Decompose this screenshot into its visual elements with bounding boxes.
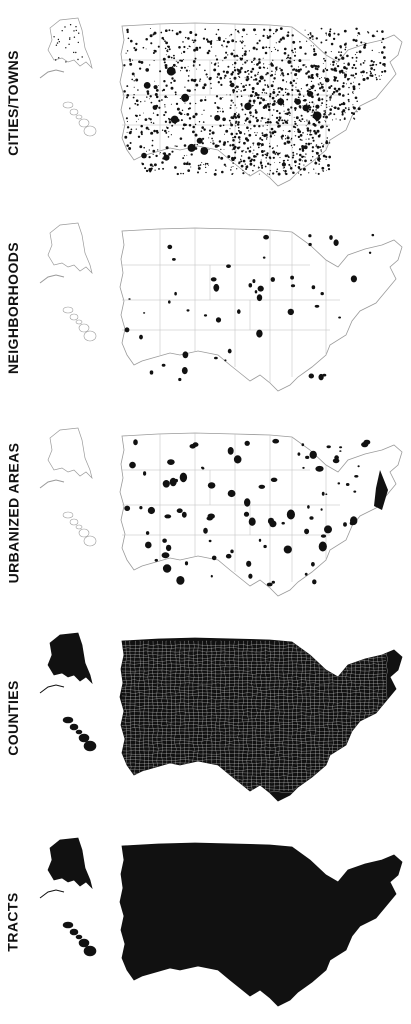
panel-urbanized: URBANIZED AREAS (0, 410, 411, 615)
label-text: COUNTIES (5, 679, 22, 756)
panel-label-neighborhoods: NEIGHBORHOODS (0, 205, 26, 410)
panel-label-cities: CITIES/TOWNS (0, 0, 26, 205)
us-map (39, 17, 403, 187)
label-text: NEIGHBORHOODS (5, 241, 21, 374)
label-text: TRACTS (5, 892, 21, 952)
panel-counties: COUNTIES (0, 615, 411, 820)
map-cities (39, 17, 403, 187)
label-text: CITIES/TOWNS (5, 49, 22, 156)
neighborhood-blobs (124, 233, 375, 382)
label-text: URBANIZED AREAS (5, 442, 22, 583)
panel-cities: CITIES/TOWNS (0, 0, 411, 205)
urbanized-blobs (124, 438, 388, 587)
map-urbanized (39, 427, 403, 597)
us-map (39, 632, 403, 802)
us-map (39, 837, 403, 1007)
panel-tracts: TRACTS (0, 820, 411, 1024)
panel-label-counties: COUNTIES (0, 615, 26, 820)
us-map (39, 427, 403, 597)
panel-label-urbanized: URBANIZED AREAS (0, 410, 26, 615)
map-tracts (39, 837, 403, 1007)
map-neighborhoods (39, 222, 403, 392)
map-counties (39, 632, 403, 802)
panel-neighborhoods: NEIGHBORHOODS (0, 205, 411, 410)
cities-dots (53, 24, 387, 176)
panel-label-tracts: TRACTS (0, 820, 26, 1024)
us-map (39, 222, 403, 392)
